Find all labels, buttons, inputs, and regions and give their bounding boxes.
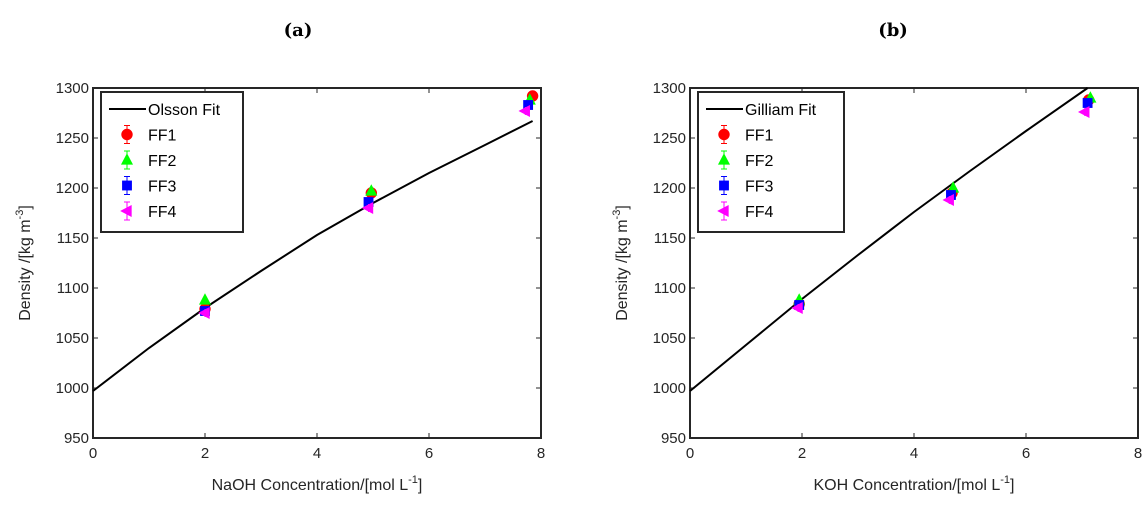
x-axis-label-text: KOH Concentration/[mol L <box>814 477 1001 494</box>
legend-marker <box>718 128 730 141</box>
chart-panel-a: (a) 0 2 4 6 8 950 1000 1050 1100 1150 1200 1250 1300 N… <box>14 20 545 494</box>
y-tick-label: 1050 <box>653 330 686 347</box>
y-tick-label: 1000 <box>653 380 686 397</box>
x-tick-label: 8 <box>1134 445 1142 462</box>
y-tick-label: 1100 <box>57 280 89 297</box>
data-point <box>198 293 212 305</box>
y-axis-label: Density /[kg m-3] <box>611 205 631 321</box>
y-axis-label: Density /[kg m-3] <box>14 205 34 321</box>
legend-marker <box>120 204 132 218</box>
x-axis-label: KOH Concentration/[mol L-1] <box>814 474 1015 494</box>
legend-marker <box>120 153 134 165</box>
y-tick-label: 950 <box>661 430 686 447</box>
legend-label-ff4: FF4 <box>148 204 177 221</box>
y-tick-label: 1150 <box>654 230 686 247</box>
legend-label-ff3: FF3 <box>148 179 177 196</box>
y-tick-label: 950 <box>64 430 89 447</box>
data-point <box>791 301 803 315</box>
y-tick-label: 1300 <box>653 80 686 97</box>
legend-marker <box>717 153 731 165</box>
data-point <box>365 184 378 196</box>
legend-label-ff2: FF2 <box>148 153 177 170</box>
y-tick-label: 1000 <box>56 380 89 397</box>
y-tick-label: 1200 <box>56 180 89 197</box>
x-tick-label: 6 <box>1022 445 1030 462</box>
data-point <box>1082 98 1093 108</box>
series-ff2 <box>198 93 536 305</box>
fit-line <box>689 87 1089 392</box>
data-point <box>518 104 530 118</box>
fit-line <box>92 120 534 392</box>
x-tick-label: 2 <box>798 445 806 462</box>
legend: Olsson Fit FF1 FF2 FF3 FF4 <box>100 91 244 233</box>
legend-fit-label: Gilliam Fit <box>745 102 817 119</box>
y-tick-label: 1100 <box>654 280 686 297</box>
y-tick-label: 1050 <box>56 330 89 347</box>
legend-marker <box>122 180 132 191</box>
legend-label-ff4: FF4 <box>745 204 774 221</box>
legend-marker <box>717 204 729 218</box>
panel-label: (a) <box>284 20 313 41</box>
x-tick-label: 0 <box>686 445 694 462</box>
x-tick-label: 4 <box>910 445 918 462</box>
y-tick-label: 1250 <box>56 130 89 147</box>
x-tick-label: 0 <box>89 445 97 462</box>
data-point <box>942 193 954 207</box>
legend-marker <box>121 128 133 141</box>
legend: Gilliam Fit FF1 FF2 FF3 FF4 <box>697 91 845 233</box>
series-ff4 <box>791 105 1090 315</box>
legend-label-ff1: FF1 <box>745 128 774 145</box>
data-point <box>361 201 374 215</box>
x-tick-label: 2 <box>201 445 209 462</box>
legend-label-ff1: FF1 <box>148 128 177 145</box>
y-tick-label: 1300 <box>56 80 89 97</box>
legend-fit-label: Olsson Fit <box>148 102 221 119</box>
y-tick-label: 1250 <box>653 130 686 147</box>
legend-label-ff3: FF3 <box>745 179 774 196</box>
y-tick-label: 1200 <box>653 180 686 197</box>
x-axis-label-text: NaOH Concentration/[mol L <box>212 477 409 494</box>
series-ff4 <box>198 104 530 320</box>
x-tick-label: 8 <box>537 445 545 462</box>
panel-label: (b) <box>878 20 908 41</box>
x-tick-label: 6 <box>425 445 433 462</box>
chart-panel-b: (b) 0 2 4 6 8 950 1000 1050 1100 1150 1200 1250 1300 K… <box>611 20 1142 494</box>
legend-marker <box>719 180 729 191</box>
y-tick-label: 1150 <box>57 230 89 247</box>
legend-label-ff2: FF2 <box>745 153 774 170</box>
x-axis-label: NaOH Concentration/[mol L-1] <box>212 474 423 494</box>
x-tick-label: 4 <box>313 445 321 462</box>
data-point <box>1078 105 1090 119</box>
data-point <box>198 306 210 320</box>
